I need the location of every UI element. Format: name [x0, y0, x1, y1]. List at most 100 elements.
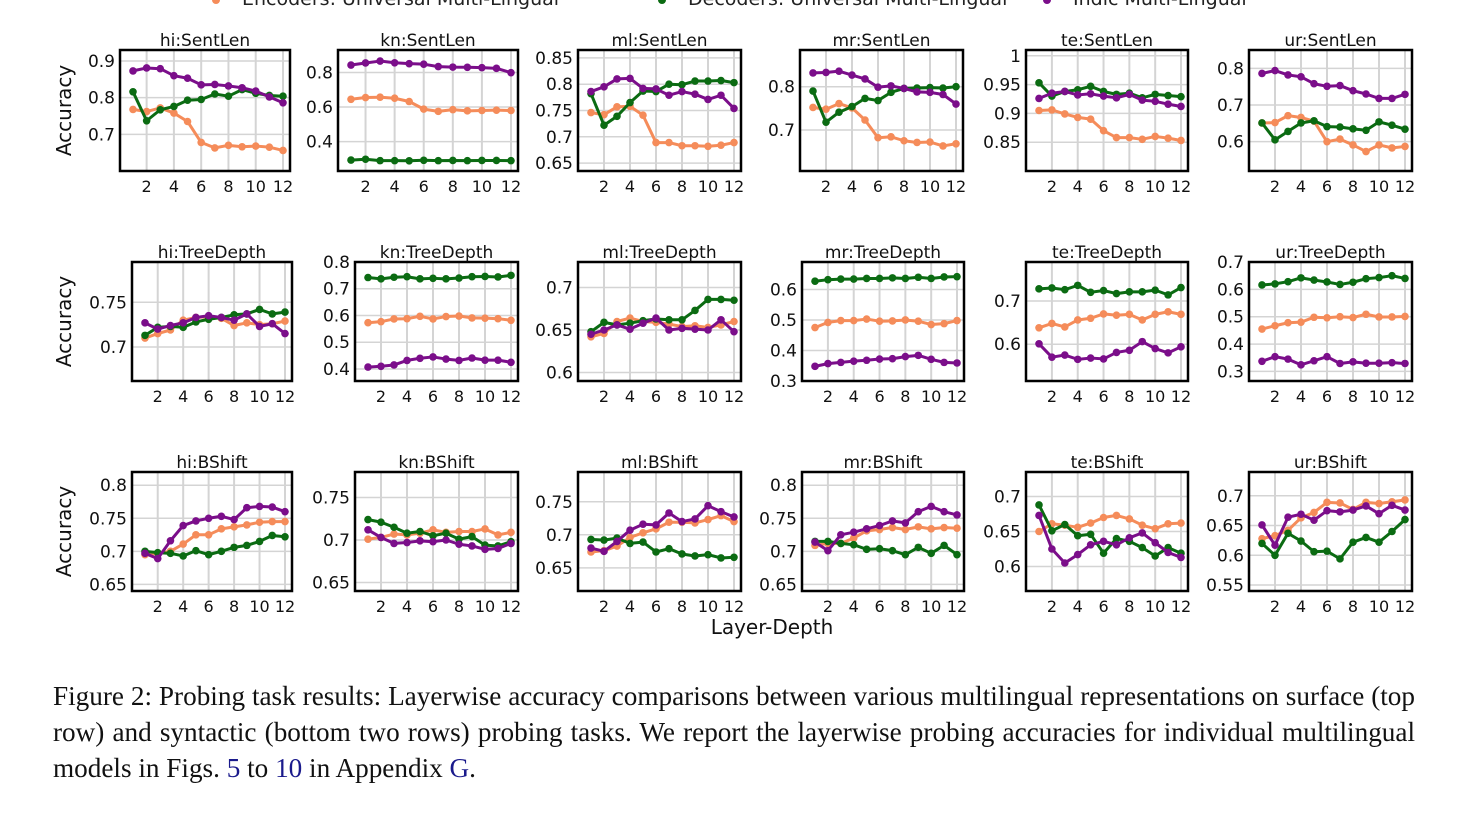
data-point: [861, 75, 869, 83]
series-line-indic: [590, 76, 736, 110]
y-tick-label: 0.6: [994, 335, 1021, 355]
data-point: [613, 75, 621, 83]
x-tick-label: 2: [823, 387, 833, 406]
data-point: [141, 331, 149, 340]
data-point: [377, 362, 385, 371]
legend-marker-indic: [1043, 0, 1051, 4]
data-point: [626, 98, 634, 107]
subplot-title: ml:SentLen: [611, 31, 707, 51]
data-point: [403, 314, 411, 323]
y-axis-label: Accuracy: [52, 276, 76, 367]
data-point: [507, 106, 515, 115]
caption-ref-fig10[interactable]: 10: [275, 753, 303, 783]
data-point: [652, 548, 660, 556]
legend-label-encoders: Encoders: Universal Multi-Lingual: [242, 0, 559, 10]
x-tick-label: 10: [475, 387, 495, 406]
data-point: [255, 518, 264, 527]
data-point: [888, 517, 897, 525]
x-tick-label: 6: [873, 177, 883, 196]
data-point: [811, 538, 819, 546]
data-point: [416, 537, 424, 545]
x-tick-label: 2: [599, 597, 609, 616]
caption-text: Figure 2: Probing task results: Layerwis…: [53, 681, 1415, 783]
data-point: [861, 94, 869, 103]
data-point: [492, 106, 501, 114]
data-point: [639, 538, 647, 546]
data-point: [268, 531, 277, 540]
data-point: [364, 273, 372, 282]
data-point: [914, 317, 923, 325]
data-point: [1073, 355, 1082, 364]
y-tick-label: 0.75: [535, 102, 573, 122]
data-point: [1061, 87, 1069, 96]
data-point: [1258, 325, 1266, 333]
data-point: [1375, 509, 1383, 518]
data-point: [1271, 118, 1279, 127]
data-point: [224, 141, 233, 150]
data-point: [639, 84, 647, 93]
data-point: [166, 321, 175, 330]
data-point: [1323, 82, 1331, 91]
x-tick-label: 8: [1348, 387, 1358, 406]
data-point: [347, 61, 355, 69]
x-tick-label: 8: [899, 177, 909, 196]
data-point: [507, 156, 515, 165]
data-point: [468, 354, 476, 362]
data-point: [376, 57, 384, 65]
data-point: [449, 63, 457, 71]
data-point: [1035, 323, 1043, 332]
data-point: [1349, 125, 1357, 133]
y-tick-label: 0.7: [1217, 487, 1244, 507]
y-tick-label: 0.65: [759, 575, 797, 595]
data-point: [861, 116, 869, 124]
data-point: [874, 96, 882, 105]
data-point: [156, 64, 165, 73]
data-point: [1164, 307, 1172, 316]
data-point: [940, 507, 948, 516]
data-point: [652, 314, 660, 322]
data-point: [1284, 71, 1292, 79]
y-tick-label: 0.75: [89, 293, 127, 313]
data-point: [1258, 69, 1266, 78]
data-point: [429, 315, 437, 323]
data-point: [849, 540, 858, 549]
caption-ref-fig5[interactable]: 5: [226, 753, 241, 783]
data-point: [1388, 501, 1396, 510]
subplot-te-treedepth: 2 4 6 8 10 12 0.6 0.7 te:TreeDepth: [994, 243, 1191, 406]
data-point: [587, 330, 595, 339]
subplot-title: hi:TreeDepth: [158, 243, 266, 263]
data-point: [255, 502, 264, 511]
figure-caption: Figure 2: Probing task results: Layerwis…: [53, 678, 1415, 786]
data-point: [251, 87, 260, 95]
caption-ref-appendix-g[interactable]: G: [449, 753, 470, 783]
x-tick-label: 2: [1047, 387, 1057, 406]
data-point: [953, 550, 961, 559]
data-point: [230, 543, 238, 552]
data-point: [1086, 314, 1095, 323]
data-point: [1073, 113, 1082, 122]
data-point: [691, 77, 699, 85]
subplot-hi-treedepth: 2 4 6 8 10 12 0.7 0.75 hi:TreeDepth Accuracy: [52, 243, 295, 406]
data-point: [665, 518, 673, 527]
data-point: [901, 519, 910, 527]
data-point: [1362, 533, 1370, 542]
data-point: [665, 138, 673, 147]
data-point: [268, 517, 277, 526]
data-point: [927, 355, 935, 364]
data-point: [390, 539, 398, 548]
subplot-title: ml:TreeDepth: [602, 243, 716, 263]
data-point: [416, 527, 424, 536]
data-point: [1284, 529, 1292, 538]
series-line-indic: [590, 504, 735, 553]
data-point: [1362, 147, 1370, 156]
data-point: [238, 143, 246, 151]
data-point: [468, 542, 476, 550]
x-tick-label: 2: [1047, 597, 1057, 616]
data-point: [1388, 121, 1396, 129]
data-point: [403, 529, 411, 537]
data-point: [442, 312, 450, 321]
data-point: [179, 540, 187, 548]
legend-marker-decoders: [658, 0, 666, 4]
data-point: [492, 156, 501, 165]
